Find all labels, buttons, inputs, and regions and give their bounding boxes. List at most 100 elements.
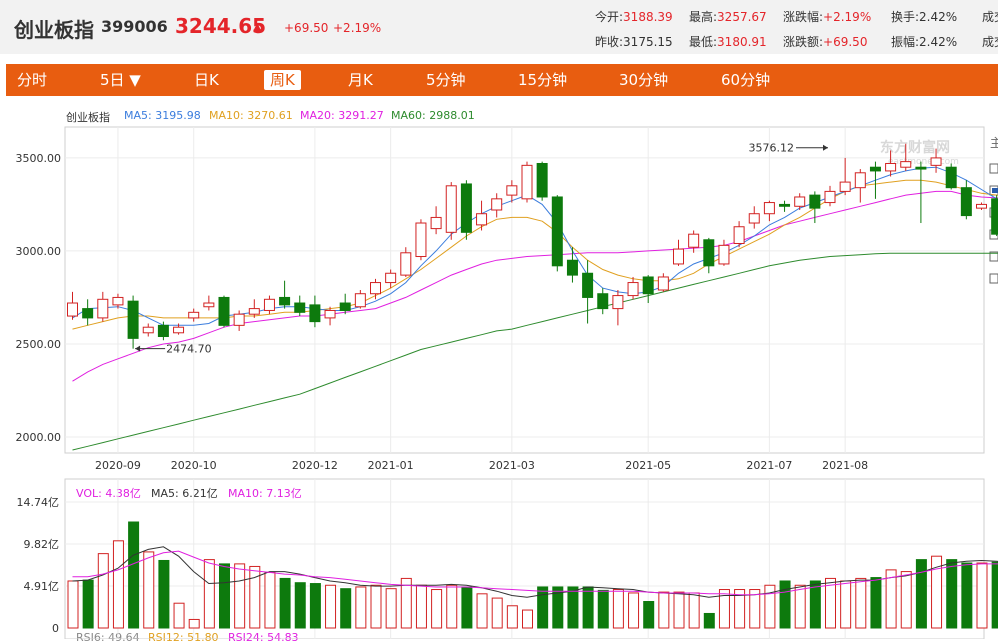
candle-body: [174, 327, 184, 333]
candle-body: [764, 203, 774, 214]
price-axis: 3500.00 3000.00 2500.00 2000.00: [16, 152, 62, 444]
watermark: 东方财富网 eastmoney.com: [880, 139, 959, 167]
candle-body: [492, 199, 502, 210]
candle-body: [522, 165, 532, 198]
candle-body: [234, 314, 244, 325]
candle-body: [658, 277, 668, 290]
candle-body: [552, 197, 562, 266]
volume-bar: [477, 594, 487, 628]
volume-bar: [280, 578, 290, 628]
candle-body: [567, 260, 577, 275]
candle-body: [628, 283, 638, 296]
volume-bar: [992, 562, 998, 628]
volume-bar: [901, 572, 911, 628]
watermark-en: eastmoney.com: [888, 157, 959, 167]
volume-bar: [432, 590, 442, 628]
candle-body: [310, 305, 320, 322]
candle-body: [219, 297, 229, 325]
volume-bar: [568, 587, 578, 628]
candle-body: [583, 273, 593, 297]
volume-bar: [98, 554, 108, 628]
volume-bar: [871, 578, 881, 628]
volume-tick-label: 4.91亿: [24, 580, 60, 593]
candle-body: [401, 253, 411, 275]
annotation-label: 2474.70: [166, 343, 212, 356]
candle-body: [840, 182, 850, 191]
candle-body: [355, 294, 365, 307]
volume-bar: [947, 560, 957, 628]
volume-bar: [204, 560, 214, 628]
volume-bar: [235, 564, 245, 628]
candle-body: [992, 199, 998, 234]
volume-bar: [129, 522, 139, 628]
price-tick-label: 3500.00: [16, 152, 62, 165]
candle-body: [734, 227, 744, 244]
volume-bar: [265, 572, 275, 628]
volume-bar: [583, 587, 593, 628]
candle-body: [977, 204, 987, 208]
date-tick-label: 2021-01: [368, 459, 414, 472]
volume-bars: [68, 522, 998, 628]
candle-body: [901, 162, 911, 168]
volume-tick-label: 14.74亿: [17, 496, 60, 509]
volume-bar: [492, 598, 502, 628]
candle-body: [780, 204, 790, 206]
candle-body: [189, 312, 199, 318]
candle-body: [946, 167, 956, 187]
volume-bar: [962, 563, 972, 628]
date-tick-label: 2021-07: [746, 459, 792, 472]
candle-body: [643, 277, 653, 294]
candle-body: [537, 163, 547, 196]
volume-bar: [659, 592, 669, 628]
annotation-label: 3576.12: [749, 142, 795, 155]
volume-bar: [856, 578, 866, 628]
candle-body: [128, 301, 138, 338]
volume-bar: [447, 585, 457, 628]
volume-bar: [68, 581, 78, 628]
candle-body: [325, 310, 335, 317]
volume-bar: [371, 585, 381, 628]
candle-body: [431, 217, 441, 228]
volume-bar: [310, 584, 320, 628]
grid: [65, 127, 984, 639]
volume-bar: [780, 581, 790, 628]
candle-body: [507, 186, 517, 195]
candle-body: [477, 214, 487, 225]
volume-bar: [341, 589, 351, 628]
date-tick-label: 2020-09: [95, 459, 141, 472]
volume-bar: [462, 587, 472, 628]
candle-body: [810, 195, 820, 208]
candle-body: [704, 240, 714, 266]
volume-bar: [841, 581, 851, 628]
volume-bar: [507, 606, 517, 628]
price-tick-label: 3000.00: [16, 245, 62, 258]
ma5-line: [73, 167, 998, 325]
volume-bar: [295, 583, 305, 628]
volume-bar: [326, 585, 336, 628]
volume-bar: [977, 563, 987, 628]
volume-bar: [598, 590, 608, 628]
volume-bar: [416, 585, 426, 628]
volume-bar: [189, 619, 199, 628]
candle-body: [83, 309, 93, 318]
date-tick-label: 2020-12: [292, 459, 338, 472]
candle-body: [719, 245, 729, 264]
date-tick-label: 2021-03: [489, 459, 535, 472]
volume-bar: [629, 593, 639, 628]
price-tick-label: 2000.00: [16, 431, 62, 444]
candle-body: [371, 283, 381, 294]
candle-body: [916, 167, 926, 169]
volume-bar: [810, 581, 820, 628]
candle-body: [204, 303, 214, 307]
volume-tick-label: 9.82亿: [24, 538, 60, 551]
candle-body: [416, 223, 426, 256]
candle-body: [674, 249, 684, 264]
price-tick-label: 2500.00: [16, 338, 62, 351]
candle-body: [158, 325, 168, 336]
candle-body: [98, 299, 108, 318]
annotation-arrowhead: [823, 145, 828, 151]
candle-body: [113, 297, 123, 304]
volume-bar: [538, 587, 548, 628]
